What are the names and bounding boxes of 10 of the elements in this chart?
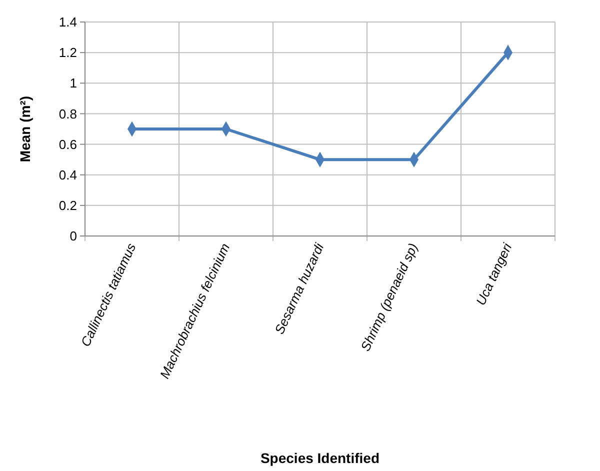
y-tick-label: 1.2 [58, 45, 77, 60]
y-tick-label: 0.2 [58, 198, 77, 213]
y-tick-label: 1 [70, 76, 77, 91]
y-tick-label: 0 [70, 228, 77, 244]
y-tick-label: 0.4 [58, 167, 77, 182]
y-tick-label: 1.4 [58, 14, 77, 30]
y-axis-title: Mean (m²) [17, 96, 33, 162]
x-axis-title: Species Identified [260, 450, 380, 466]
y-tick-label: 0.8 [58, 106, 77, 122]
y-tick-label: 0.6 [58, 136, 77, 152]
